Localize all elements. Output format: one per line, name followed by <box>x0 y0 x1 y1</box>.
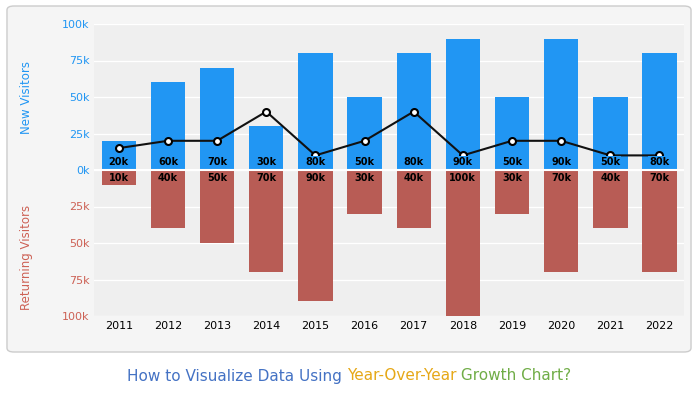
Bar <box>298 170 333 302</box>
Text: 30k: 30k <box>502 173 522 183</box>
Bar <box>249 126 283 170</box>
Text: 70k: 70k <box>256 173 276 183</box>
Bar <box>544 39 579 170</box>
Bar <box>396 53 431 170</box>
Bar <box>102 170 136 185</box>
Bar <box>151 82 185 170</box>
Bar <box>445 170 480 316</box>
Bar <box>495 97 529 170</box>
Bar <box>642 53 676 170</box>
Bar <box>396 170 431 228</box>
Text: 70k: 70k <box>649 173 669 183</box>
Text: 50k: 50k <box>600 157 621 167</box>
Bar <box>445 39 480 170</box>
Text: 80k: 80k <box>305 157 325 167</box>
Bar <box>200 170 235 243</box>
Text: How to Visualize Data Using: How to Visualize Data Using <box>127 368 347 384</box>
Text: Growth Chart?: Growth Chart? <box>456 368 571 384</box>
Bar <box>200 68 235 170</box>
Text: 70k: 70k <box>551 173 571 183</box>
Text: 40k: 40k <box>403 173 424 183</box>
Text: 50k: 50k <box>355 157 375 167</box>
Bar <box>348 170 382 214</box>
Text: 40k: 40k <box>600 173 621 183</box>
Text: 80k: 80k <box>649 157 669 167</box>
Bar <box>593 97 628 170</box>
Bar <box>642 170 676 272</box>
Text: 30k: 30k <box>256 157 276 167</box>
Text: 80k: 80k <box>403 157 424 167</box>
Text: 90k: 90k <box>453 157 473 167</box>
Text: 50k: 50k <box>207 173 227 183</box>
Text: Returning Visitors: Returning Visitors <box>20 205 33 310</box>
Text: Year-Over-Year: Year-Over-Year <box>347 368 456 384</box>
Text: 90k: 90k <box>551 157 571 167</box>
Bar <box>151 170 185 228</box>
Text: 10k: 10k <box>109 173 129 183</box>
Text: 70k: 70k <box>207 157 227 167</box>
Bar <box>544 170 579 272</box>
Bar <box>298 53 333 170</box>
Bar <box>593 170 628 228</box>
Text: 50k: 50k <box>502 157 522 167</box>
Text: 30k: 30k <box>355 173 375 183</box>
Text: 20k: 20k <box>109 157 129 167</box>
Bar <box>249 170 283 272</box>
Bar <box>102 141 136 170</box>
Text: 60k: 60k <box>158 157 178 167</box>
Bar <box>348 97 382 170</box>
Text: 100k: 100k <box>450 173 476 183</box>
Text: 40k: 40k <box>158 173 178 183</box>
Text: 90k: 90k <box>305 173 325 183</box>
Bar <box>495 170 529 214</box>
Text: New Visitors: New Visitors <box>20 60 33 134</box>
